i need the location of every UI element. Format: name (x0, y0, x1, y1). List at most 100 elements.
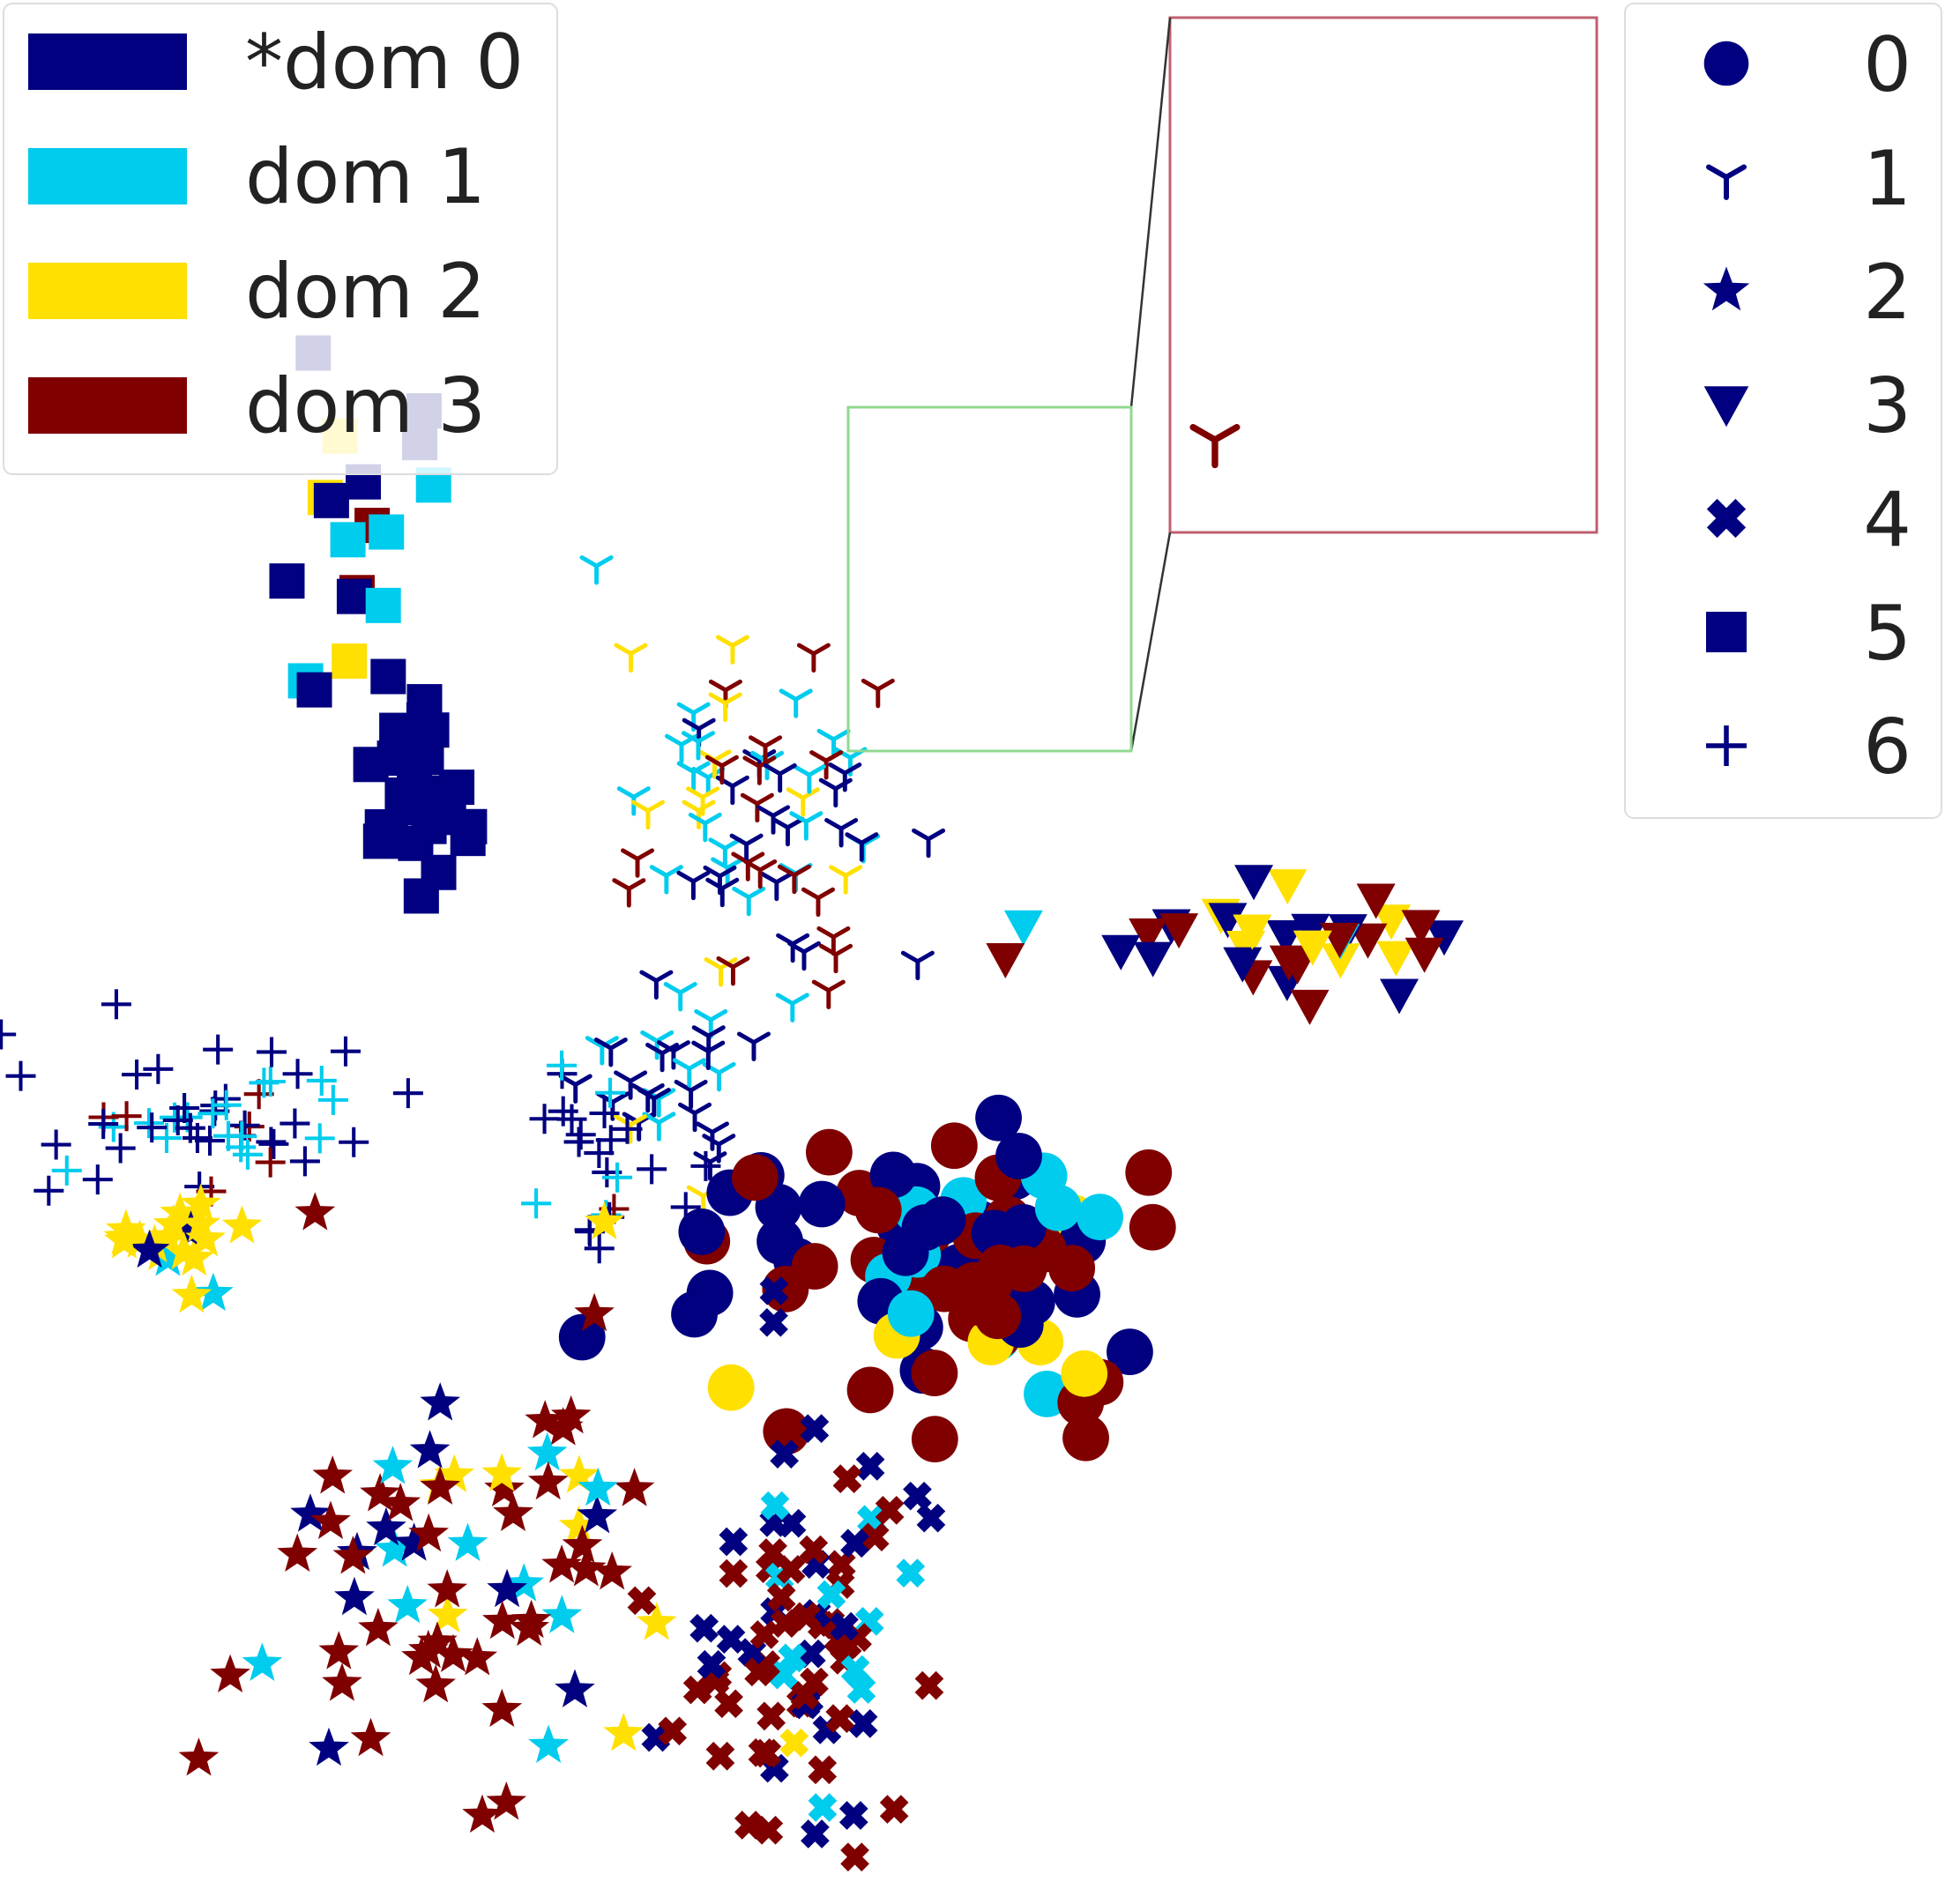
data-point-class-6 (548, 1096, 578, 1127)
data-point-class-2 (366, 1506, 406, 1546)
data-point-class-1 (796, 643, 831, 673)
data-point-class-2 (528, 1724, 569, 1763)
domain-legend-swatch (28, 148, 187, 205)
data-point-class-0 (1062, 1414, 1109, 1461)
data-point-class-1 (809, 750, 844, 780)
data-point-class-1 (816, 728, 851, 759)
data-point-class-0 (854, 1186, 902, 1234)
data-point-class-6 (612, 1113, 643, 1144)
data-point-class-3 (1380, 978, 1420, 1015)
data-point-class-4 (896, 1558, 926, 1588)
domain-legend-swatch (28, 33, 187, 90)
data-point-class-1 (771, 816, 805, 847)
class-legend-label: 2 (1863, 249, 1911, 337)
data-point-class-2 (360, 1473, 400, 1512)
data-point-class-2 (332, 1536, 374, 1574)
data-point-class-0 (975, 1094, 1022, 1142)
data-point-class-3 (1356, 883, 1396, 919)
data-point-class-6 (111, 1101, 142, 1132)
data-point-class-5 (365, 587, 401, 623)
data-point-class-1 (763, 762, 797, 793)
data-point-class-3 (1424, 920, 1464, 956)
data-point-class-1 (801, 887, 835, 918)
data-point-class-6 (637, 1154, 667, 1185)
data-point-class-4 (778, 1643, 807, 1673)
data-point-class-2 (417, 1621, 458, 1660)
data-point-class-2 (541, 1595, 583, 1633)
data-point-class-6 (547, 1050, 578, 1081)
class-legend-label: 5 (1863, 590, 1911, 678)
data-point-class-4 (825, 1704, 855, 1733)
data-point-class-2 (526, 1432, 568, 1471)
data-point-class-6 (289, 1146, 320, 1177)
class-legend-label: 4 (1863, 476, 1911, 564)
data-point-class-1 (579, 555, 614, 585)
data-point-class-4 (808, 1793, 838, 1822)
data-point-class-0 (846, 1366, 894, 1414)
data-point-class-0 (995, 1133, 1042, 1179)
data-point-class-3 (1293, 930, 1332, 966)
class-legend-marker (1703, 386, 1749, 428)
data-point-class-4 (855, 1452, 885, 1481)
data-point-class-1 (912, 828, 946, 859)
data-point-class-3 (1266, 920, 1306, 956)
data-point-class-0 (671, 1290, 718, 1338)
data-point-class-1 (715, 635, 749, 665)
data-point-class-3 (1101, 934, 1141, 971)
data-point-class-1 (663, 982, 697, 1012)
class-legend-label: 0 (1863, 21, 1911, 109)
data-point-class-2 (558, 1505, 600, 1544)
data-point-class-4 (840, 1655, 870, 1685)
data-point-class-6 (88, 1109, 119, 1140)
data-point-class-0 (887, 1290, 935, 1337)
data-point-class-1 (749, 735, 783, 765)
data-point-class-4 (714, 1689, 743, 1719)
data-point-class-1 (639, 970, 674, 1000)
data-point-class-3 (1159, 913, 1199, 949)
data-point-class-5 (296, 672, 332, 708)
data-point-class-6 (51, 1155, 82, 1186)
data-point-class-4 (716, 1625, 746, 1654)
data-point-class-4 (903, 1481, 932, 1511)
data-point-class-6 (34, 1175, 64, 1206)
data-point-class-3 (1268, 869, 1308, 905)
data-point-class-6 (595, 1077, 626, 1108)
data-point-class-0 (805, 1128, 853, 1176)
data-point-class-2 (481, 1453, 522, 1491)
inset-background (1170, 18, 1597, 532)
data-point-class-1 (686, 786, 720, 816)
data-point-class-0 (732, 1154, 779, 1201)
data-point-class-2 (409, 1430, 451, 1469)
data-point-class-2 (174, 1237, 215, 1276)
data-point-class-1 (691, 1025, 726, 1055)
data-point-class-4 (840, 1842, 869, 1872)
data-point-class-6 (279, 1108, 310, 1139)
data-point-class-4 (808, 1755, 838, 1785)
data-point-class-1 (649, 865, 683, 895)
data-point-class-0 (869, 1151, 917, 1199)
data-point-class-2 (434, 1454, 475, 1492)
data-point-class-0 (798, 1180, 846, 1228)
data-point-class-0 (1129, 1203, 1176, 1251)
data-point-class-1 (729, 833, 764, 864)
data-point-class-2 (322, 1662, 362, 1701)
data-point-class-0 (1107, 1328, 1153, 1375)
data-point-class-6 (304, 1123, 335, 1154)
data-point-class-2 (171, 1275, 212, 1313)
data-point-class-2 (318, 1631, 360, 1670)
data-point-class-2 (433, 1633, 473, 1672)
data-point-class-1 (811, 979, 846, 1010)
data-point-class-0 (558, 1313, 606, 1361)
data-point-class-3 (1290, 989, 1330, 1025)
data-point-class-6 (258, 1128, 289, 1159)
class-legend-label: 1 (1863, 135, 1911, 223)
inset-frame (1168, 16, 1598, 534)
class-legend-label: 3 (1863, 362, 1911, 450)
inset-point-class-1 (1189, 424, 1241, 469)
data-point-class-1 (703, 865, 737, 896)
data-point-class-2 (242, 1642, 283, 1681)
data-point-class-2 (401, 1636, 442, 1676)
data-point-class-4 (792, 1602, 821, 1632)
data-point-class-0 (762, 1265, 809, 1313)
data-point-class-2 (482, 1600, 523, 1640)
